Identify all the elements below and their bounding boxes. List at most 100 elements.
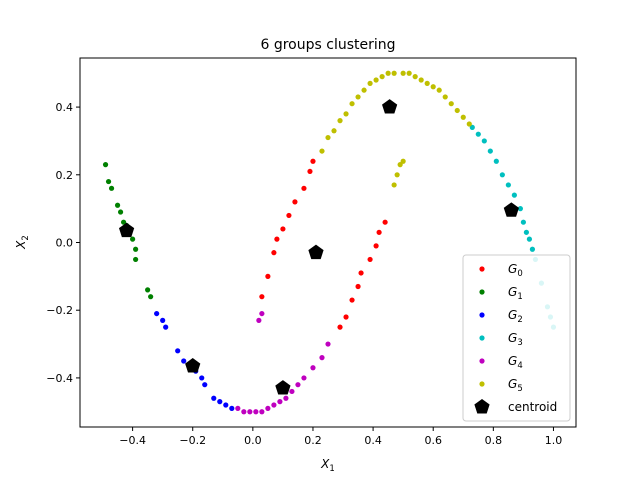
- data-point: [283, 395, 289, 401]
- data-point: [277, 399, 283, 405]
- data-point: [253, 409, 259, 415]
- data-point: [108, 185, 115, 191]
- y-tick-label: 0.2: [56, 169, 74, 182]
- data-point: [526, 236, 533, 242]
- data-point: [343, 111, 349, 117]
- chart-title: 6 groups clustering: [260, 37, 395, 53]
- data-point: [367, 256, 373, 263]
- x-axis-ticks: −0.4 −0.2 0.0 0.2 0.4 0.6 0.8 1.0: [119, 427, 562, 447]
- series-G4: [235, 310, 331, 415]
- x-tick-label: 1.0: [545, 434, 563, 447]
- data-point: [229, 405, 235, 411]
- data-point: [114, 202, 121, 208]
- data-point: [385, 70, 391, 76]
- legend-marker: [474, 399, 490, 414]
- data-point: [280, 226, 286, 232]
- x-tick-label: 0.8: [485, 434, 503, 447]
- data-point: [163, 324, 169, 330]
- data-point: [475, 131, 481, 137]
- x-tick-label: −0.4: [119, 434, 146, 447]
- data-point: [259, 310, 265, 317]
- data-point: [211, 395, 217, 401]
- x-tick-label: 0.4: [364, 434, 382, 447]
- data-point: [397, 162, 403, 168]
- data-point: [133, 246, 139, 252]
- data-point: [436, 87, 442, 93]
- centroid-marker: [503, 202, 519, 217]
- data-point: [517, 206, 523, 212]
- data-point: [319, 355, 325, 361]
- data-point: [202, 382, 208, 388]
- legend-marker: [479, 266, 485, 272]
- data-point: [235, 405, 241, 411]
- data-point: [289, 388, 295, 395]
- data-point: [148, 294, 154, 300]
- data-point: [256, 317, 262, 323]
- data-point: [325, 341, 331, 347]
- data-point: [379, 74, 385, 80]
- data-point: [511, 192, 517, 198]
- data-point: [430, 84, 436, 90]
- legend-label: G2: [508, 308, 523, 325]
- data-point: [529, 246, 536, 252]
- data-point: [382, 219, 388, 225]
- data-point: [337, 118, 343, 124]
- legend-marker: [479, 358, 485, 364]
- data-point: [358, 270, 364, 276]
- x-tick-label: −0.2: [179, 434, 206, 447]
- data-point: [217, 399, 223, 405]
- legend: G0 G1 G2 G3 G4 G5 centroid: [462, 254, 571, 422]
- data-point: [412, 74, 418, 80]
- data-point: [487, 148, 493, 154]
- data-point: [286, 212, 292, 219]
- data-point: [400, 158, 406, 164]
- y-tick-label: −0.2: [46, 304, 73, 317]
- legend-marker: [479, 312, 485, 318]
- data-point: [499, 172, 505, 178]
- legend-marker: [479, 335, 485, 341]
- data-point: [394, 172, 400, 178]
- data-point: [310, 365, 316, 371]
- data-point: [505, 182, 511, 188]
- data-point: [102, 162, 109, 168]
- legend-label: G0: [508, 262, 523, 279]
- data-point: [105, 178, 112, 185]
- centroid-marker: [118, 222, 135, 238]
- data-point: [307, 168, 313, 175]
- data-point: [199, 375, 205, 381]
- data-point: [391, 182, 397, 188]
- centroid-marker: [382, 99, 398, 114]
- data-point: [391, 70, 397, 76]
- x-axis-label: X1: [320, 457, 335, 474]
- data-point: [271, 250, 277, 256]
- data-point: [367, 80, 373, 86]
- legend-label: G1: [508, 285, 523, 302]
- data-point: [301, 185, 307, 191]
- data-point: [145, 287, 151, 293]
- data-point: [130, 236, 136, 242]
- data-point: [181, 358, 187, 364]
- data-point: [349, 101, 355, 107]
- data-point: [448, 101, 454, 107]
- centroid-marker: [275, 380, 291, 395]
- data-point: [265, 405, 271, 411]
- y-tick-label: −0.4: [46, 372, 73, 385]
- centroid-marker: [308, 244, 324, 260]
- legend-marker: [479, 381, 485, 387]
- series-G0: [259, 158, 388, 330]
- data-point: [406, 70, 412, 76]
- data-point: [175, 348, 181, 354]
- data-point: [418, 77, 424, 83]
- data-point: [454, 107, 460, 114]
- data-point: [274, 236, 280, 242]
- data-point: [259, 409, 265, 415]
- data-point: [361, 87, 367, 93]
- data-point: [247, 409, 253, 415]
- data-point: [271, 402, 277, 408]
- data-point: [466, 121, 472, 127]
- data-point: [376, 229, 382, 235]
- series-G5: [319, 70, 472, 188]
- data-point: [120, 219, 127, 225]
- data-point: [241, 409, 247, 415]
- data-point: [520, 219, 526, 225]
